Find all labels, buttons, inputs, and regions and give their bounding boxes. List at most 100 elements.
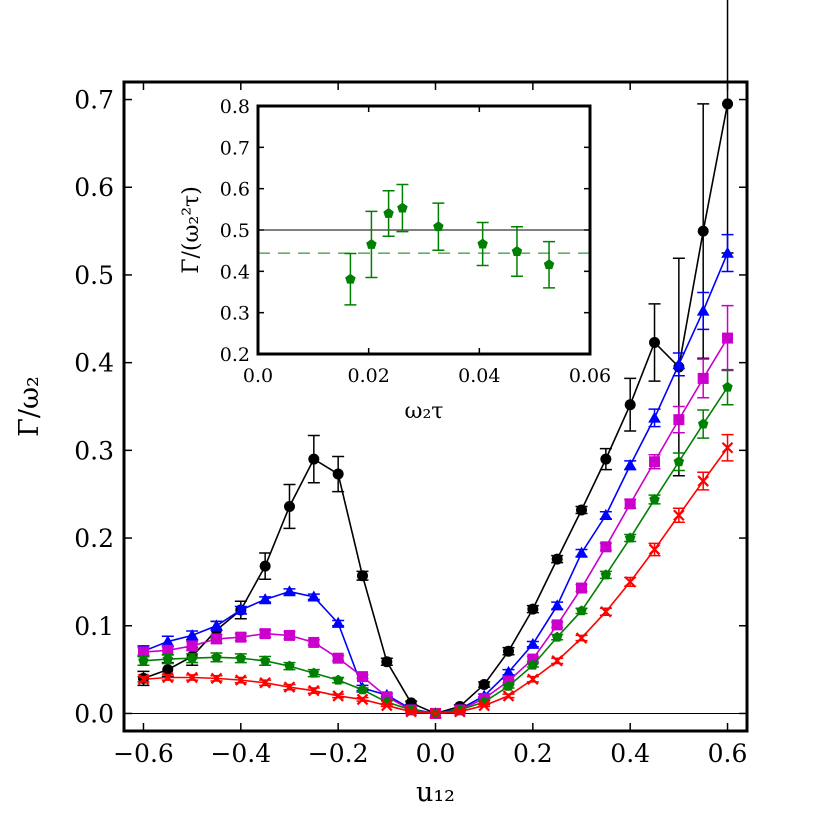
data-point [722,98,734,110]
data-point [673,456,685,467]
inset-y-tick-label: 0.7 [220,137,250,159]
data-point [283,500,295,512]
data-point [259,628,271,640]
inset-data-point [383,207,394,218]
data-point [697,225,709,237]
data-point [551,655,563,667]
data-point [332,674,344,685]
data-point [454,705,466,718]
data-point [186,652,198,663]
inset-y-tick-label: 0.5 [220,220,250,242]
data-point [575,632,588,644]
inset-series-pentagon [344,183,556,306]
main-x-tick-label: −0.4 [210,739,271,768]
data-point [697,372,709,384]
data-point [162,671,174,684]
data-point [527,653,539,665]
data-point [234,603,248,615]
data-point [357,684,368,695]
data-point [527,673,539,686]
inset-data-point [477,238,488,249]
data-point [258,593,272,605]
main-x-tick-label: 0.4 [610,739,650,768]
series-x [137,433,734,720]
data-point [551,553,563,565]
data-point [235,652,247,663]
data-point [697,475,709,487]
data-point [722,381,733,392]
data-point [308,453,320,465]
inset-y-tick-label: 0.6 [220,179,250,201]
inset-x-tick-label: 0.0 [243,365,273,387]
data-point [283,629,295,641]
main-x-axis: −0.6 −0.4 −0.2 0.0 0.2 0.4 0.6 [113,82,747,768]
main-y-tick-label: 0.3 [74,436,114,465]
data-point [308,684,320,697]
main-y-axis: 0.0 0.1 0.2 0.3 0.4 0.5 0.6 0.7 [74,86,747,728]
data-point [551,619,563,631]
inset-x-axis: 0.0 0.02 0.04 0.06 [243,106,611,387]
inset-data-point [397,202,408,213]
data-point [624,498,636,510]
data-point [381,699,393,712]
main-y-tick-label: 0.2 [74,524,114,553]
data-point [648,411,661,423]
data-point [722,332,734,344]
data-point [137,646,149,658]
data-point [332,652,344,664]
data-point [600,541,612,553]
inset-y-axis-label: Γ/(ω₂²τ) [179,186,204,274]
data-point [526,637,540,649]
main-y-tick-label: 0.4 [74,349,114,378]
data-point [649,456,661,468]
data-point [624,399,636,411]
main-series-group [137,0,734,720]
data-point [137,673,150,686]
inset-y-axis: 0.2 0.3 0.4 0.5 0.6 0.7 0.8 [220,96,590,366]
data-point [356,693,369,706]
data-point [502,665,515,677]
data-point [624,576,636,588]
main-y-tick-label: 0.0 [74,699,114,728]
data-point [502,690,515,702]
data-point [283,585,296,597]
inset-data-point [543,259,555,270]
data-point [235,674,247,686]
data-point [673,509,685,522]
main-x-tick-label: −0.6 [113,739,174,768]
data-point [600,569,612,580]
data-point [478,699,490,712]
data-point [429,707,442,720]
data-point [576,582,588,594]
main-y-tick-label: 0.7 [74,86,114,115]
data-point [576,605,587,616]
data-point [259,560,271,572]
inset-x-tick-label: 0.04 [458,365,500,387]
data-point [308,636,320,648]
data-point [161,635,175,647]
data-point [186,671,198,684]
data-point [527,659,539,670]
inset-y-tick-label: 0.8 [220,96,250,118]
inset-y-tick-label: 0.3 [220,303,250,325]
data-point [721,246,734,258]
data-point [550,599,564,611]
inset-x-axis-label: ω₂τ [405,399,444,424]
data-point [235,631,247,643]
inset-y-tick-label: 0.2 [220,344,250,366]
data-point [478,679,490,691]
data-point [211,651,222,662]
data-point [307,590,321,602]
main-x-tick-label: −0.2 [308,739,369,768]
main-x-axis-label: u₁₂ [416,777,455,808]
data-point [599,508,613,520]
data-point [284,660,295,671]
data-point [600,453,612,465]
data-point [356,570,368,582]
data-point [673,414,685,426]
inset-data-point [433,221,444,232]
data-point [283,681,296,693]
data-point [138,655,149,666]
data-point [600,605,612,618]
